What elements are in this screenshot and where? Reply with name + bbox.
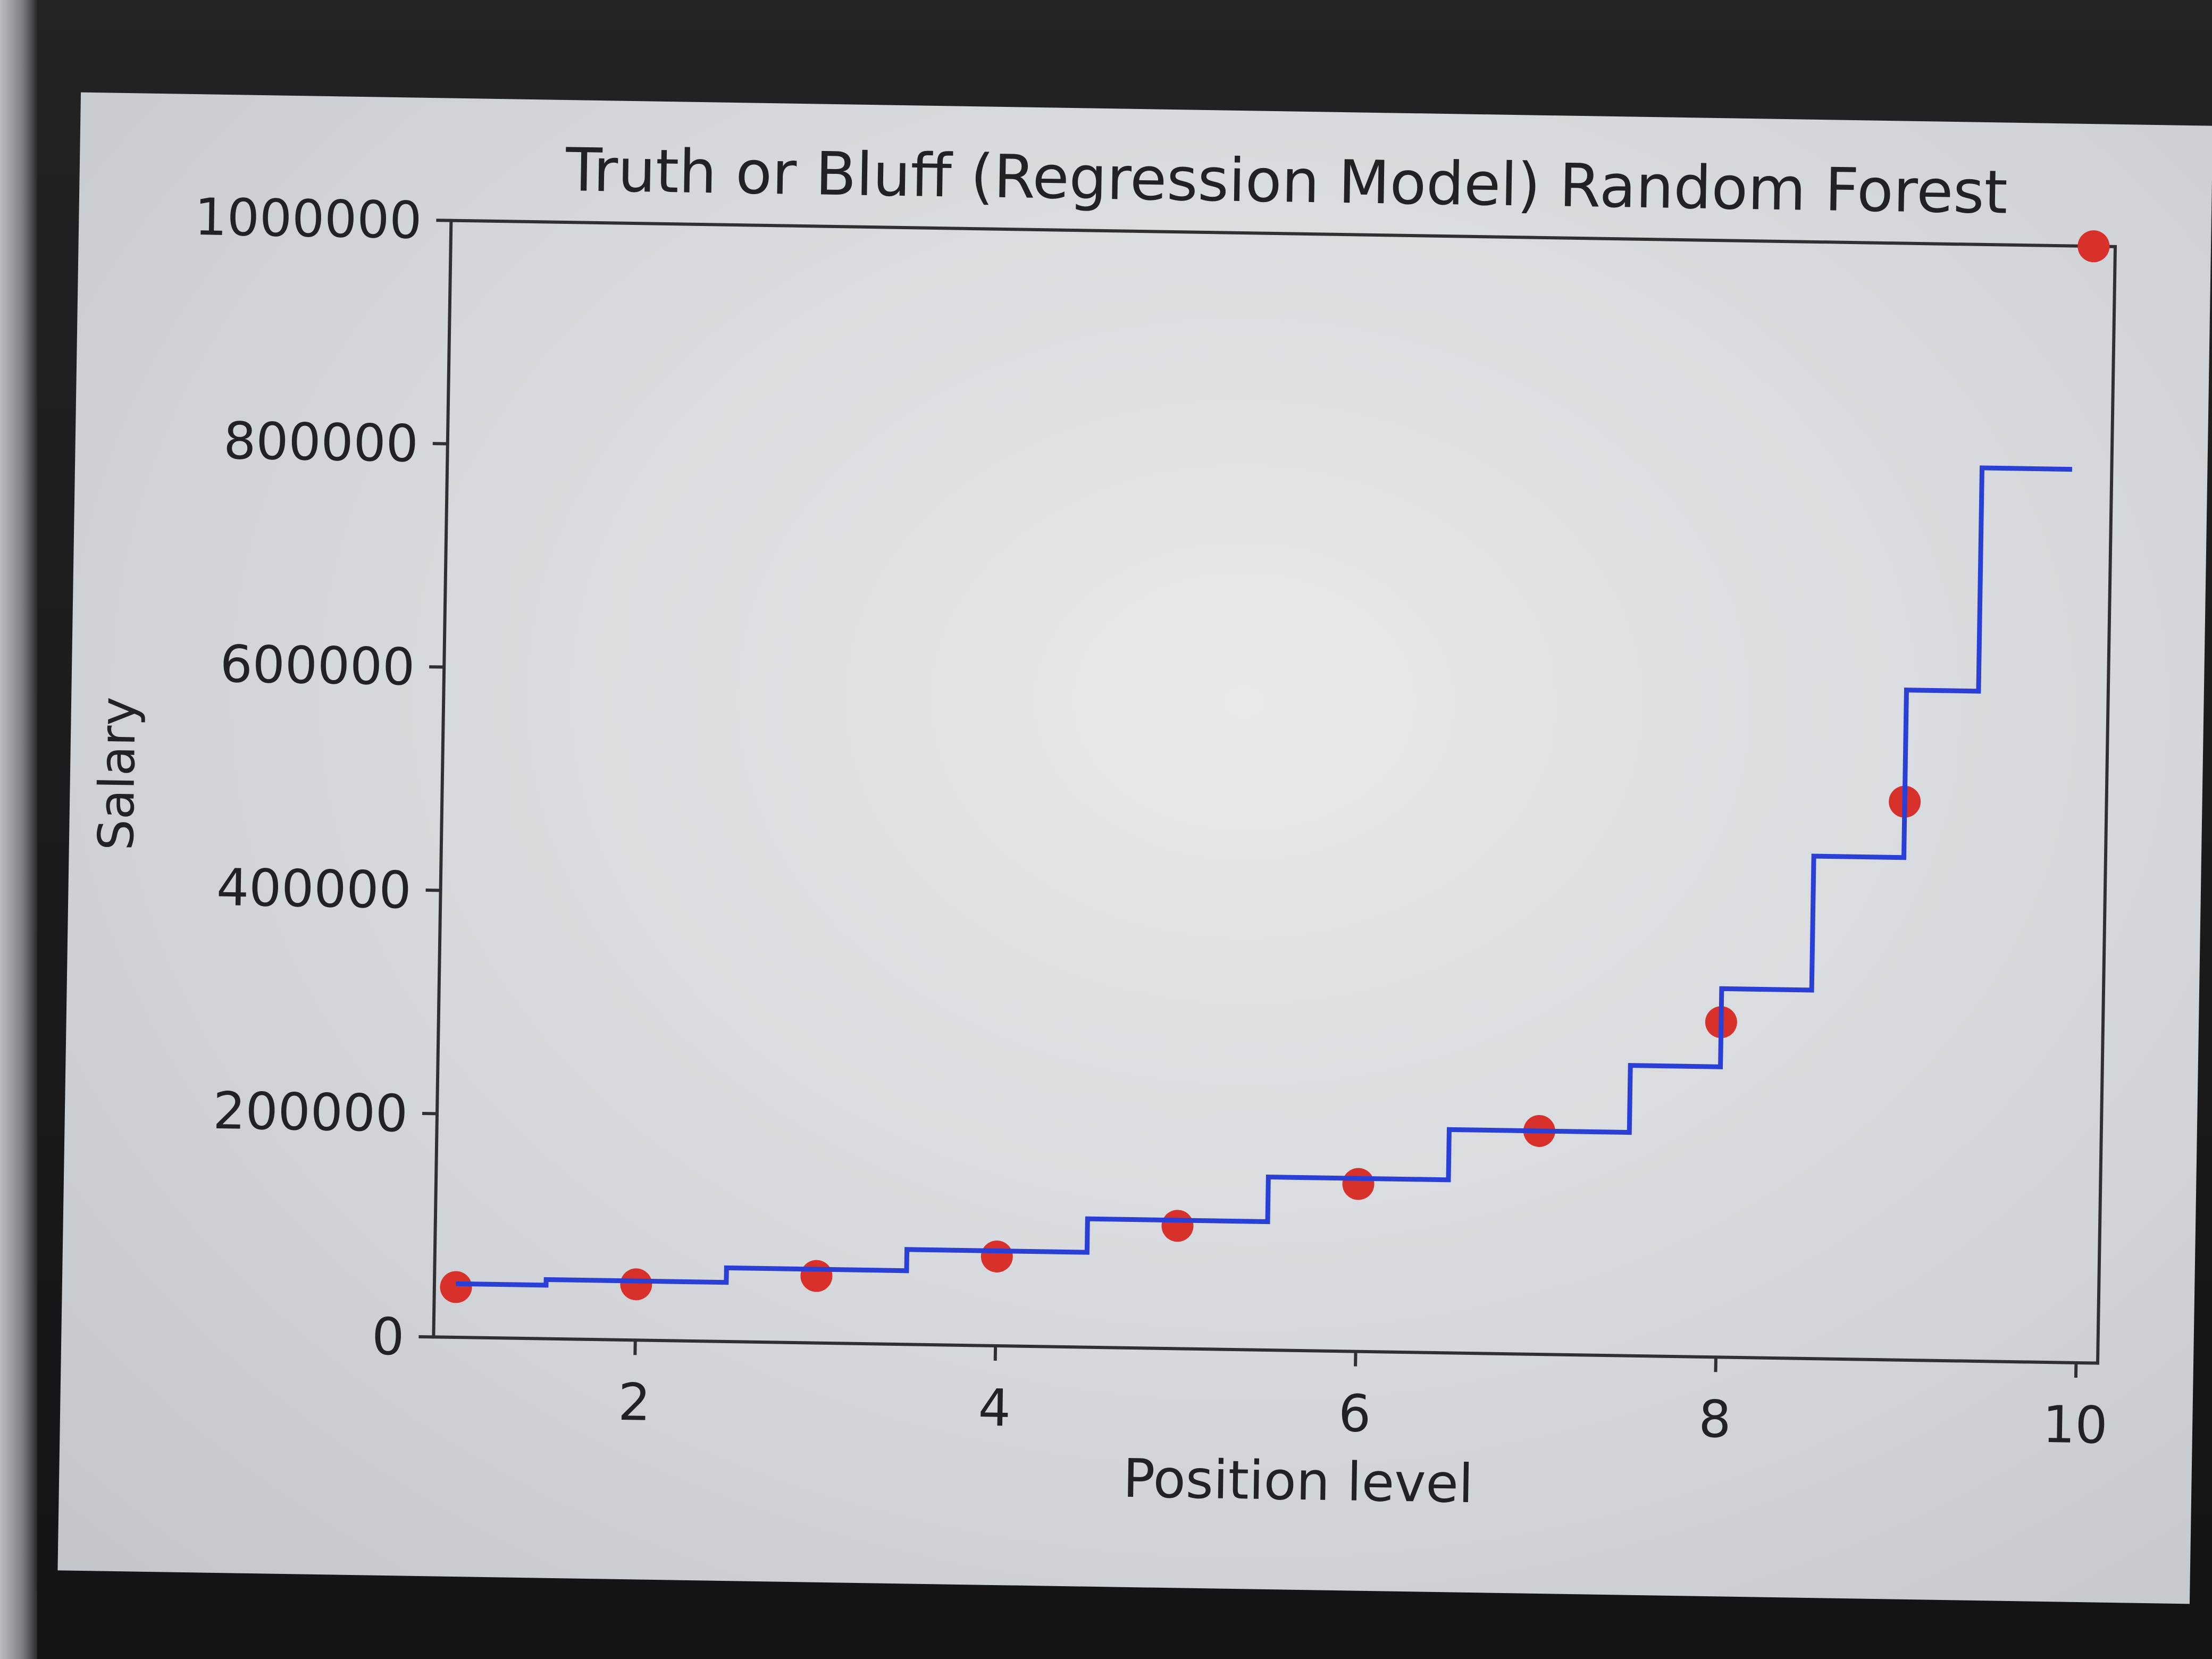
y-tick-label: 600000 <box>220 634 415 697</box>
x-axis-label: Position level <box>1122 1447 1474 1515</box>
scatter-point <box>440 1271 472 1303</box>
plot-area <box>432 219 2117 1365</box>
y-axis: 0 200000 400000 600000 800000 1000000 <box>194 187 451 1367</box>
y-tick-label: 200000 <box>213 1081 408 1144</box>
scatter-point <box>800 1260 833 1292</box>
y-tick-label: 0 <box>371 1307 405 1367</box>
x-tick-label: 6 <box>1338 1384 1371 1444</box>
x-tick-label: 10 <box>2042 1395 2108 1455</box>
chart-title: Truth or Bluff (Regression Model) Random… <box>565 136 2008 228</box>
monitor-bezel-edge <box>0 0 37 1659</box>
y-tick-label: 400000 <box>216 858 412 920</box>
figure-window: Truth or Bluff (Regression Model) Random… <box>57 92 2212 1604</box>
x-tick-label: 4 <box>978 1378 1011 1438</box>
scatter-point <box>1161 1210 1194 1242</box>
scatter-point <box>620 1268 652 1301</box>
x-tick-label: 8 <box>1698 1389 1732 1449</box>
y-tick-label: 800000 <box>223 411 418 474</box>
prediction-line <box>456 465 2072 1288</box>
x-tick-label: 2 <box>617 1372 651 1432</box>
y-axis-label: Salary <box>88 697 147 851</box>
prediction-series <box>456 465 2072 1288</box>
scatter-point <box>1342 1168 1375 1200</box>
scatter-point <box>981 1241 1013 1273</box>
regression-chart: Truth or Bluff (Regression Model) Random… <box>88 136 2117 1515</box>
y-tick-label: 1000000 <box>194 187 422 250</box>
x-axis: 2 4 6 8 10 <box>617 1340 2108 1455</box>
scatter-point <box>2077 230 2110 263</box>
scatter-series <box>440 230 2110 1303</box>
